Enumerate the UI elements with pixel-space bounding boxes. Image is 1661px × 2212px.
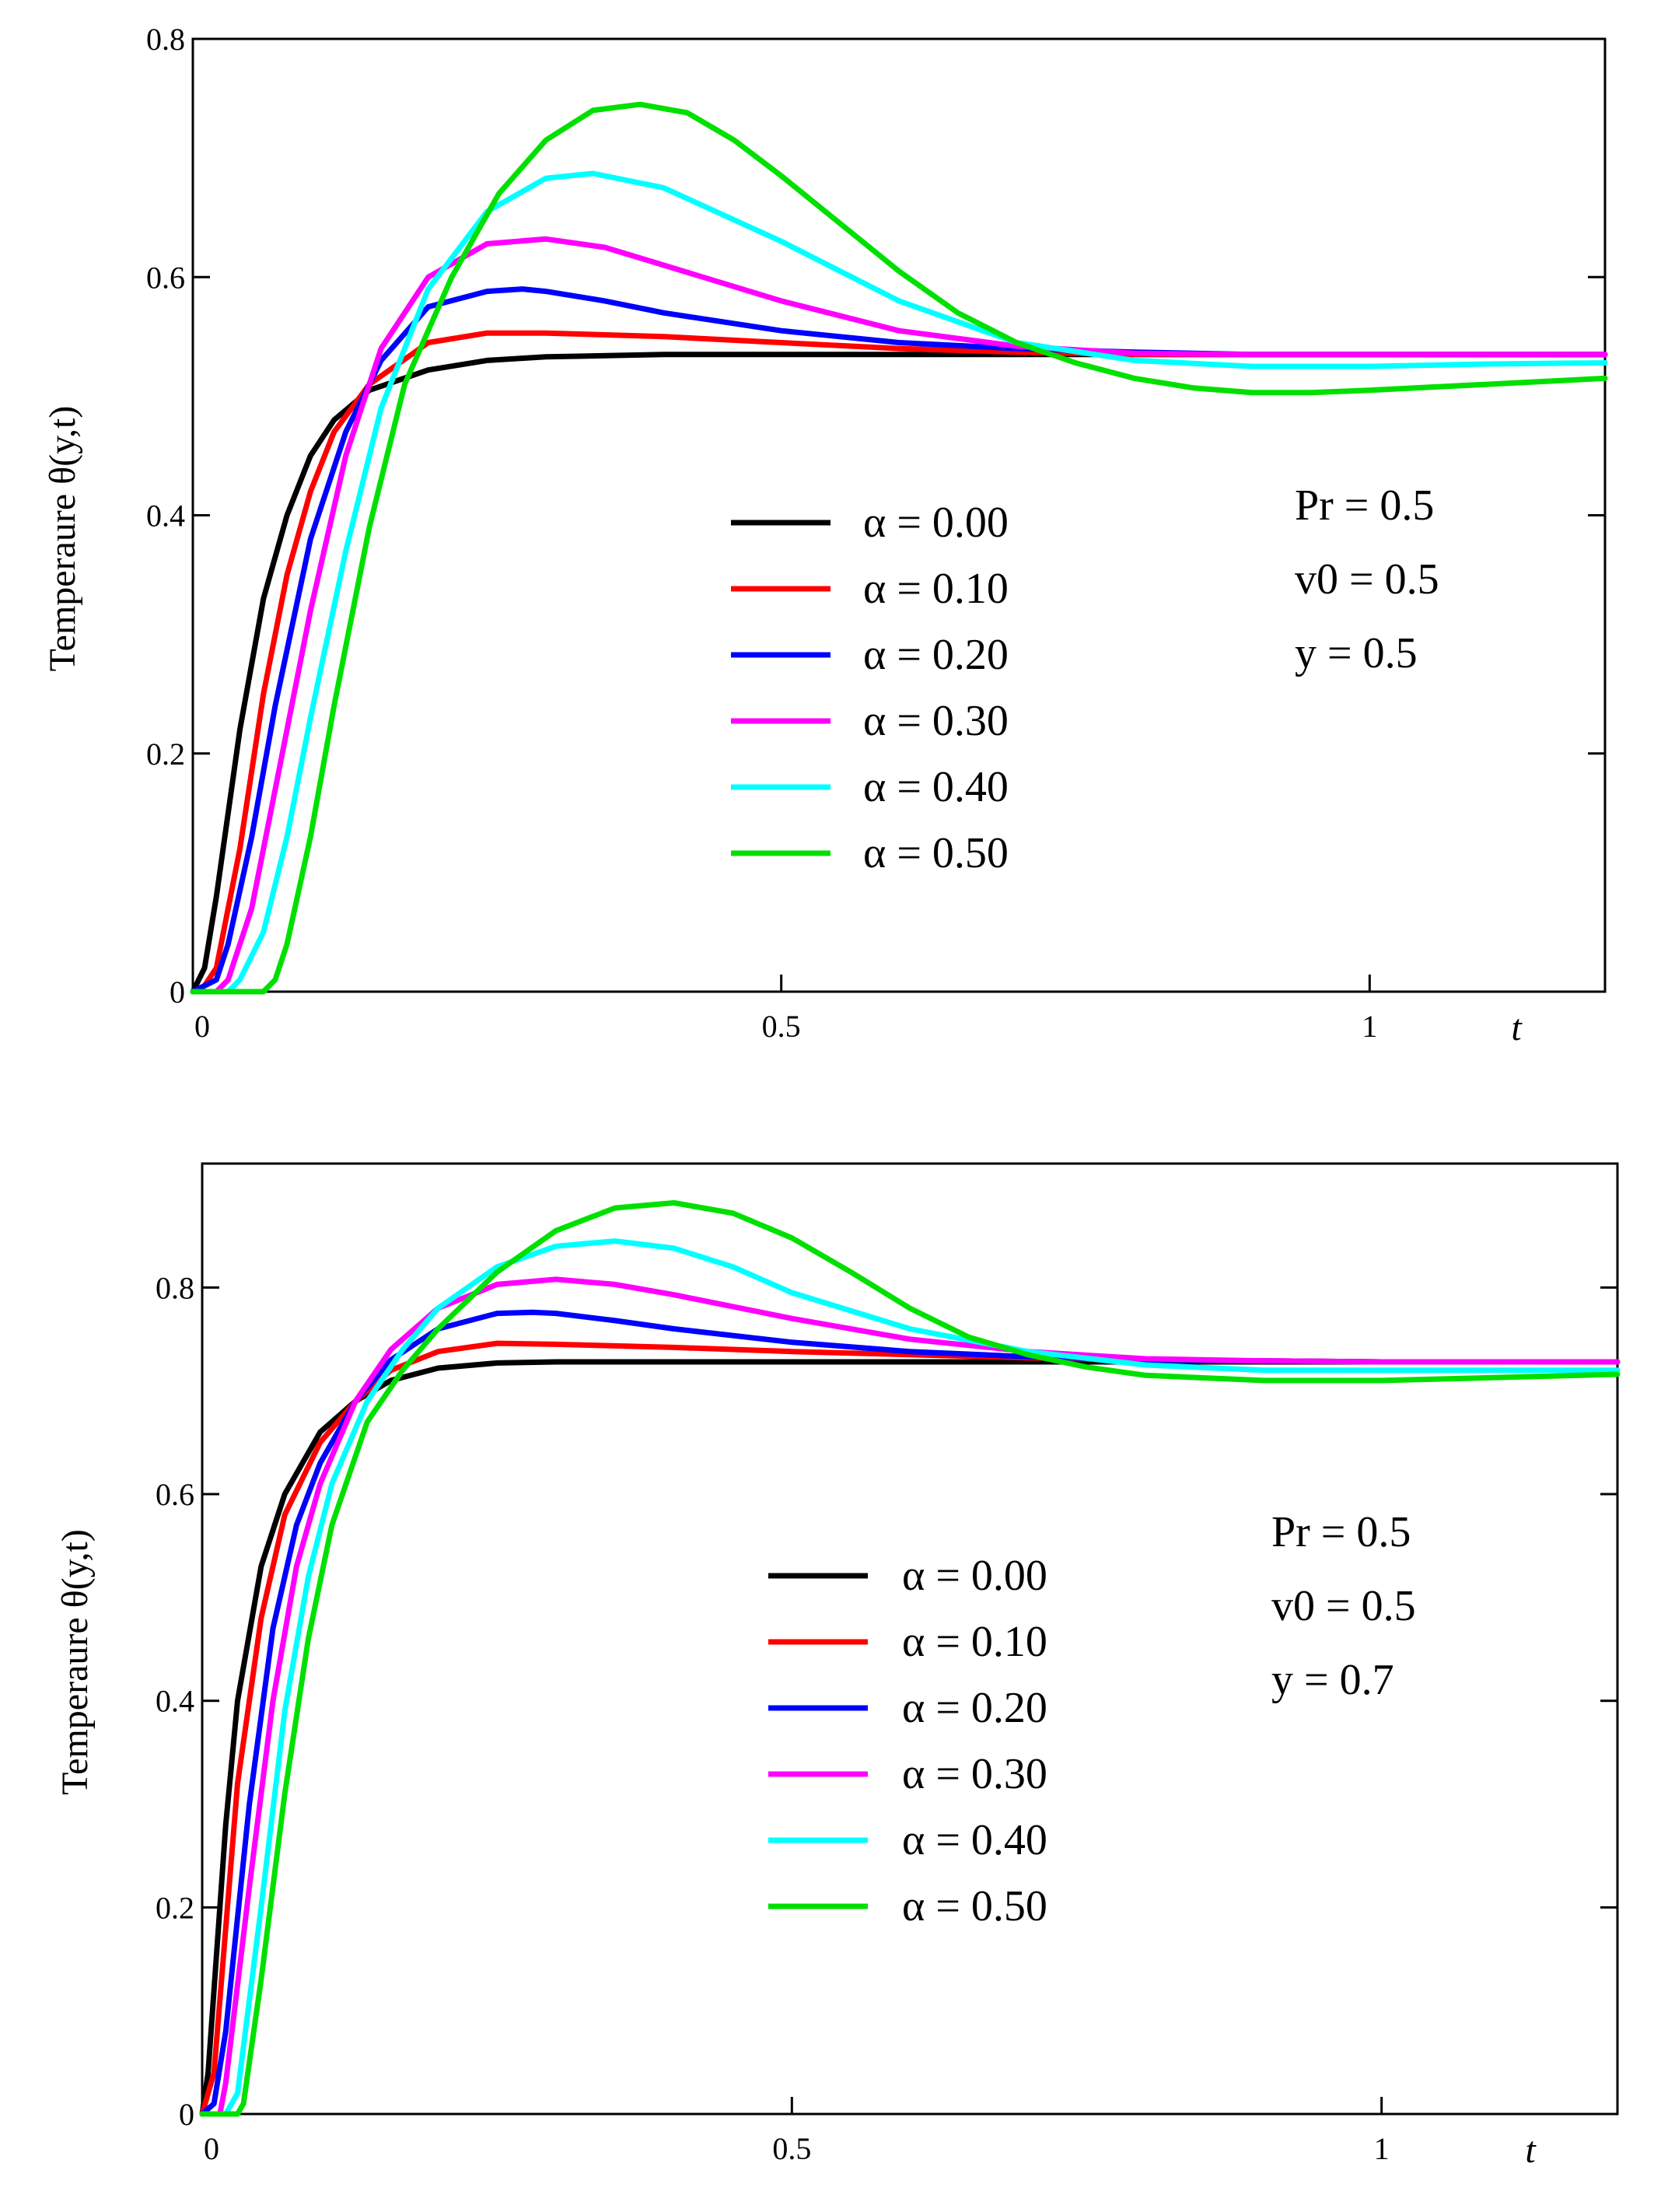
series-line-0	[199, 1359, 1621, 2117]
legend-label: α = 0.00	[863, 499, 1009, 547]
plot-frame	[201, 1162, 1619, 2116]
parameter-label: y = 0.7	[1271, 1656, 1394, 1704]
x-tick-label: 0.5	[772, 2131, 811, 2166]
parameter-label: v0 = 0.5	[1295, 555, 1439, 604]
x-tick-label: 1	[1374, 2131, 1390, 2166]
x-tick-label: 0.5	[762, 1009, 801, 1044]
legend-label: α = 0.20	[863, 631, 1009, 679]
legend-label: α = 0.40	[863, 763, 1009, 811]
x-axis-label: t	[1525, 2130, 1537, 2171]
x-tick-label: 1	[1362, 1009, 1377, 1044]
y-tick-label: 0.6	[156, 1477, 194, 1512]
legend-label: α = 0.10	[902, 1618, 1047, 1666]
y-tick-label: 0.4	[146, 499, 185, 534]
series-line-3	[199, 1276, 1621, 2117]
legend-label: α = 0.50	[863, 829, 1009, 877]
chart-1: 0 0.2 0.4 0.6 0.8 0 0.5 1 t Temperaure θ(y,t) α = …	[42, 22, 1608, 1048]
series-line-4	[199, 1238, 1621, 2117]
parameter-label: y = 0.5	[1295, 629, 1418, 677]
chart-2: 0 0.2 0.4 0.6 0.8 0 0.5 1 t Temperaure θ(y,t) α = …	[54, 1162, 1621, 2171]
y-tick-label: 0.6	[146, 260, 185, 295]
parameter-label: Pr = 0.5	[1271, 1508, 1411, 1556]
legend-label: α = 0.20	[902, 1684, 1047, 1732]
legend-label: α = 0.40	[902, 1816, 1047, 1864]
y-tick-label: 0	[179, 2097, 194, 2132]
x-tick-label: 0	[204, 2131, 219, 2166]
y-tick-label: 0.2	[156, 1890, 194, 1925]
series-line-5	[190, 101, 1608, 995]
legend-label: α = 0.50	[902, 1882, 1047, 1930]
parameter-label: Pr = 0.5	[1295, 481, 1434, 530]
y-axis-label: Temperaure θ(y,t)	[54, 1529, 96, 1795]
y-tick-label: 0.8	[156, 1270, 194, 1305]
y-tick-label: 0.2	[146, 737, 185, 772]
series-line-3	[190, 236, 1608, 995]
legend-label: α = 0.00	[902, 1552, 1047, 1600]
legend-label: α = 0.30	[902, 1750, 1047, 1798]
x-tick-label: 0	[194, 1009, 210, 1044]
y-tick-label: 0	[170, 975, 185, 1010]
legend-label: α = 0.30	[863, 697, 1009, 745]
legend-label: α = 0.10	[863, 565, 1009, 613]
series-line-4	[190, 170, 1608, 995]
x-axis-label: t	[1511, 1007, 1523, 1048]
y-axis-label: Temperaure θ(y,t)	[42, 406, 83, 672]
y-tick-label: 0.4	[156, 1684, 194, 1719]
parameter-label: v0 = 0.5	[1271, 1582, 1416, 1630]
series-line-5	[199, 1200, 1621, 2117]
y-tick-label: 0.8	[146, 22, 185, 57]
